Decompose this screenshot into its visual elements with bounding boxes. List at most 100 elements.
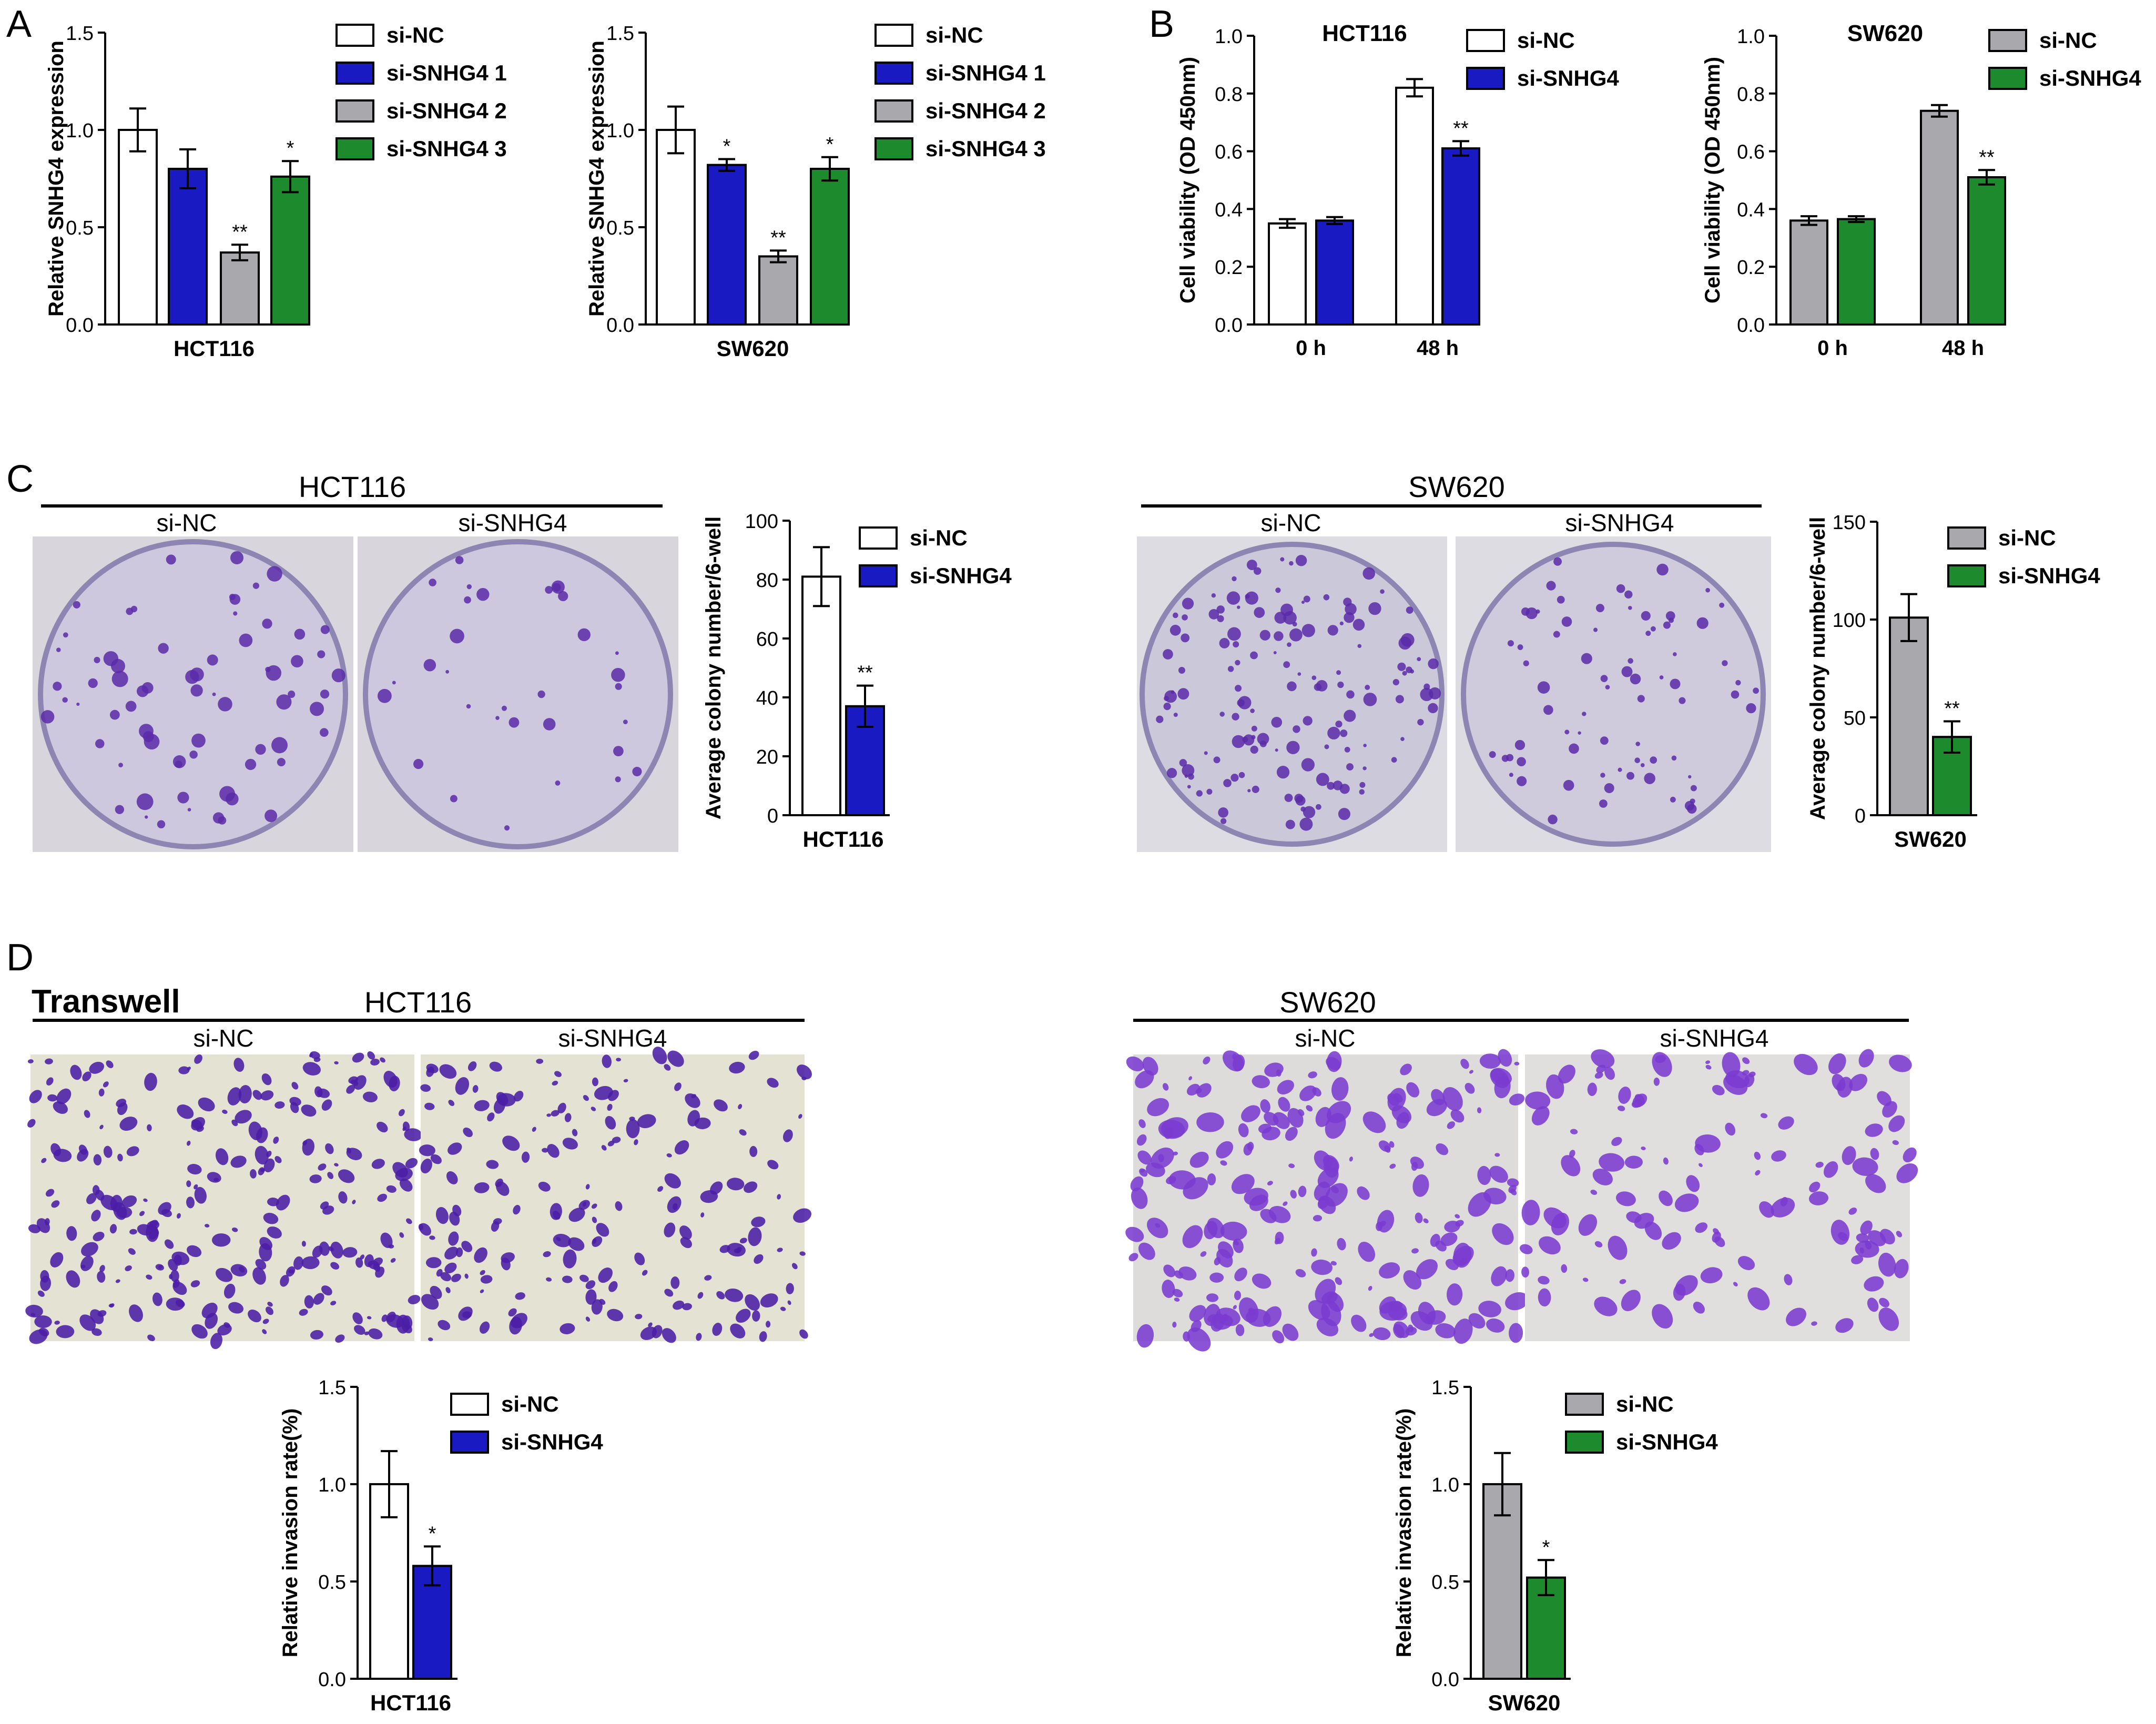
cell-blob [1393,1324,1405,1338]
cell-blob [1652,1052,1672,1077]
colony-dot [1181,633,1190,643]
colony-dot [1553,557,1562,566]
cell-blob [1138,1242,1155,1260]
cell-blob [1362,1111,1386,1133]
colony-dot [1286,741,1300,755]
colony-dot [577,628,591,642]
cell-blob [248,1309,261,1323]
colony-dot [1670,796,1676,803]
cell-blob [304,1295,314,1309]
panel-letter-d: D [6,937,34,979]
cell-blob [1276,1069,1282,1077]
bar [270,175,310,326]
cell-blob [1283,1201,1288,1206]
colony-dot [1650,626,1656,632]
cell-blob [1587,1082,1597,1096]
legend-swatch [335,24,374,47]
cell-blob [175,1300,185,1307]
legend-label: si-SNHG4 [1517,66,1619,90]
cell-blob [798,1114,802,1119]
colony-dot [1634,757,1640,763]
cell-blob [1832,1073,1846,1091]
cell-blob [1856,1233,1869,1243]
colony-dot [1219,712,1225,717]
cell-blob [501,1257,511,1271]
cell-blob [216,1267,233,1282]
cell-blob [348,1076,358,1084]
y-tick-label: 0.4 [1737,199,1765,221]
cell-blob [455,1077,470,1095]
x-axis-label: HCT116 [174,336,255,361]
legend-swatch [874,62,913,85]
chart-b-hct116-viability: 0.0 0.2 0.4 0.6 0.8 1.0 Cell viability (OD 450… [1176,21,1619,360]
cell-blob [557,1102,566,1113]
legend-label: si-SNHG4 [910,563,1012,588]
cell-blob [1314,1181,1330,1201]
cell-blob [1423,1218,1429,1224]
colony-dot [1184,774,1188,778]
bar [1395,86,1434,326]
colony-dot [613,746,624,756]
colony-dot [1563,779,1574,791]
colony-dot [1287,681,1297,692]
cell-blob [1865,1123,1883,1137]
cell-blob [1737,1256,1755,1270]
chart-title: HCT116 [1322,21,1407,46]
cell-blob [1561,1155,1581,1177]
bar [118,129,158,326]
cell-blob [1879,1297,1889,1307]
y-axis-label: Average colony number/6-well [1806,517,1829,820]
colony-dot [1251,725,1257,732]
cell-blob [496,1092,509,1106]
cell-blob [395,1168,413,1181]
legend-swatch [1947,564,1986,587]
cell-blob [694,1117,711,1130]
cell-blob [424,1102,435,1110]
cell-blob [1163,1264,1176,1277]
cell-blob [313,1057,321,1062]
cell-blob [99,1124,104,1130]
cell-blob [408,1295,421,1304]
cell-blob [1234,1267,1247,1282]
d-hct116-sinc-label: si-NC [194,1025,254,1052]
cell-blob [399,1178,413,1192]
bar [1789,219,1828,326]
cell-blob [1337,1238,1346,1251]
cell-blob [1483,1188,1507,1205]
cell-blob [1855,1240,1879,1258]
colony-dot [1169,624,1181,636]
cell-blob [1521,1200,1540,1225]
cell-blob [312,1245,323,1258]
colony-dot [1276,766,1290,779]
colony-dot [1640,763,1645,767]
colony-dot [166,554,176,565]
cell-blob [117,1102,128,1115]
cell-blob [786,1283,794,1294]
cell-blob [1896,1231,1903,1238]
cell-blob [1509,1323,1523,1343]
colony-dot [1337,681,1344,688]
cell-blob [194,1184,198,1190]
colony-dot [1336,670,1341,675]
cell-blob [276,1194,290,1211]
y-tick-label: 1.0 [606,120,634,142]
cell-blob [45,1218,50,1225]
colony-dot [1578,731,1581,735]
cell-blob [338,1169,355,1183]
cell-blob [754,1254,764,1264]
cell-blob [1780,1196,1788,1206]
colony-dot [189,751,198,759]
colony-dot [1238,772,1245,778]
cell-blob [664,1064,671,1071]
colony-dot [136,793,154,810]
cell-blob [148,1229,159,1240]
bar [1441,147,1480,326]
colony-dot [450,795,457,803]
colony-dot [1626,772,1634,780]
cell-blob [41,1158,47,1163]
cell-blob [444,1262,457,1274]
colony-dot [1338,808,1350,820]
cell-blob [93,1231,105,1242]
cell-blob [1569,1150,1575,1158]
cell-blob [1878,1252,1896,1277]
